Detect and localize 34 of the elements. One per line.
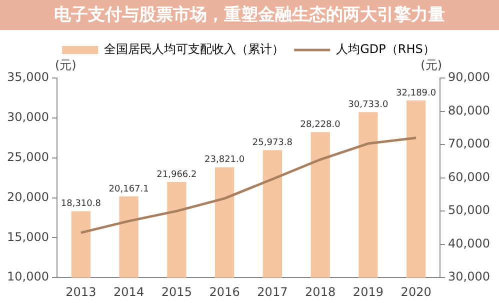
y2-tick-label: 80,000 (448, 103, 490, 118)
x-tick-label: 2020 (400, 284, 432, 299)
legend-label: 人均GDP（RHS） (336, 42, 435, 56)
y-tick-label: 25,000 (6, 150, 49, 164)
y2-tick-label: 90,000 (448, 70, 490, 84)
chart-title: 电子支付与股票市场，重塑金融生态的两大引擎力量 (0, 0, 499, 30)
y-tick-label: 35,000 (6, 70, 49, 84)
y-tick-label: 10,000 (6, 270, 49, 284)
data-label: 28,228.0 (300, 120, 341, 130)
y-axis-title: (元) (54, 58, 76, 72)
y2-tick-label: 70,000 (448, 136, 490, 151)
x-tick-label: 2019 (352, 284, 384, 299)
y2-tick-label: 30,000 (448, 270, 490, 284)
data-label: 21,966.2 (156, 170, 197, 180)
y-tick-label: 20,000 (6, 190, 49, 204)
data-label: 32,189.0 (396, 88, 436, 98)
data-label: 18,310.8 (60, 199, 102, 210)
legend-label: 全国居民人均可支配收入（累计） (104, 42, 284, 56)
x-tick-label: 2018 (305, 284, 336, 299)
x-tick-label: 2016 (209, 284, 240, 299)
data-label: 20,167.1 (108, 184, 149, 194)
x-tick-label: 2017 (257, 284, 288, 299)
y-tick-label: 15,000 (6, 230, 49, 244)
data-label: 25,973.8 (252, 138, 293, 148)
x-tick-label: 2013 (66, 284, 96, 299)
y2-tick-label: 60,000 (448, 170, 490, 184)
y2-tick-label: 50,000 (448, 203, 490, 218)
x-tick-label: 2014 (114, 284, 144, 299)
data-label: 30,733.0 (348, 100, 389, 110)
data-label: 23,821.0 (204, 155, 245, 166)
y2-axis-title: (元) (420, 58, 442, 72)
x-tick-label: 2015 (161, 284, 192, 299)
y2-tick-label: 40,000 (448, 236, 490, 250)
y-tick-label: 30,000 (6, 110, 49, 124)
